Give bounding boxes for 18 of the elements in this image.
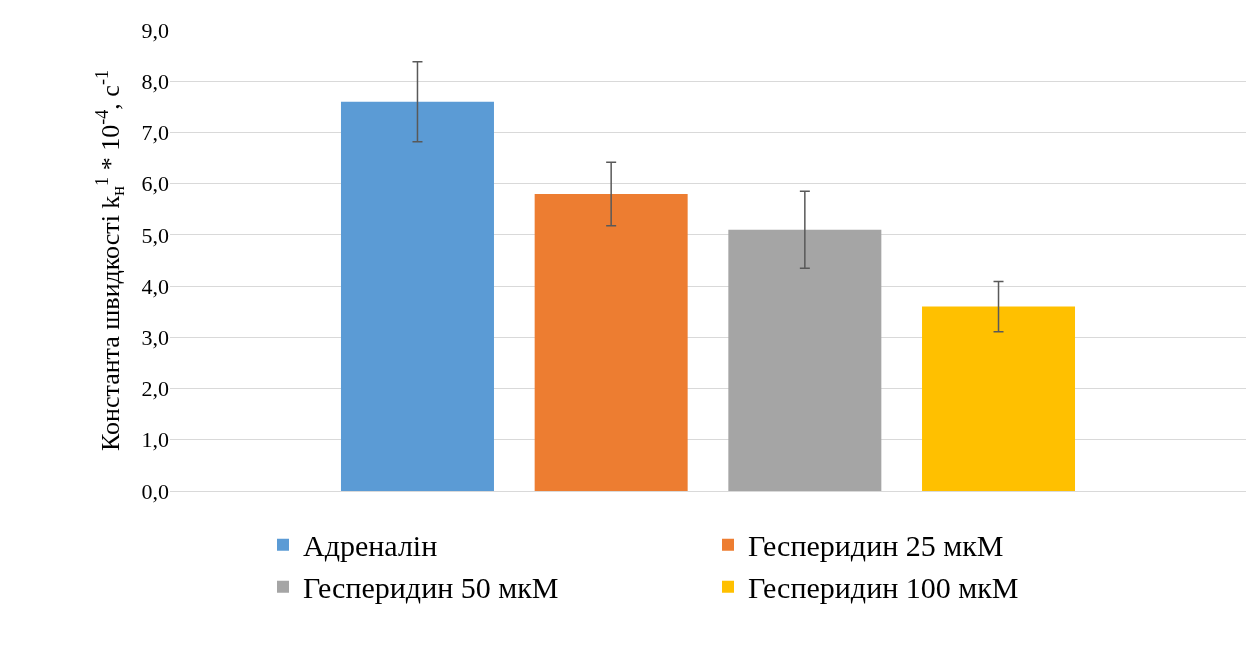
y-tick-label: 2,0 (141, 376, 169, 402)
bar (728, 229, 882, 491)
legend-label: Гесперидин 25 мкМ (748, 529, 1004, 563)
bar (340, 101, 494, 491)
y-tick-label: 6,0 (141, 171, 169, 197)
y-tick-label: 5,0 (141, 222, 169, 248)
y-tick-label: 9,0 (141, 17, 169, 43)
bar (922, 306, 1076, 491)
bar (534, 193, 688, 491)
legend-label: Гесперидин 100 мкМ (748, 571, 1019, 605)
legend-label: Гесперидин 50 мкМ (303, 571, 559, 605)
y-tick-label: 7,0 (141, 120, 169, 146)
y-tick-label: 8,0 (141, 68, 169, 94)
y-tick-label: 4,0 (141, 273, 169, 299)
legend-label: Адреналін (303, 529, 438, 563)
y-tick-label: 0,0 (141, 478, 169, 504)
y-tick-label: 3,0 (141, 325, 169, 351)
y-tick-label: 1,0 (141, 427, 169, 453)
